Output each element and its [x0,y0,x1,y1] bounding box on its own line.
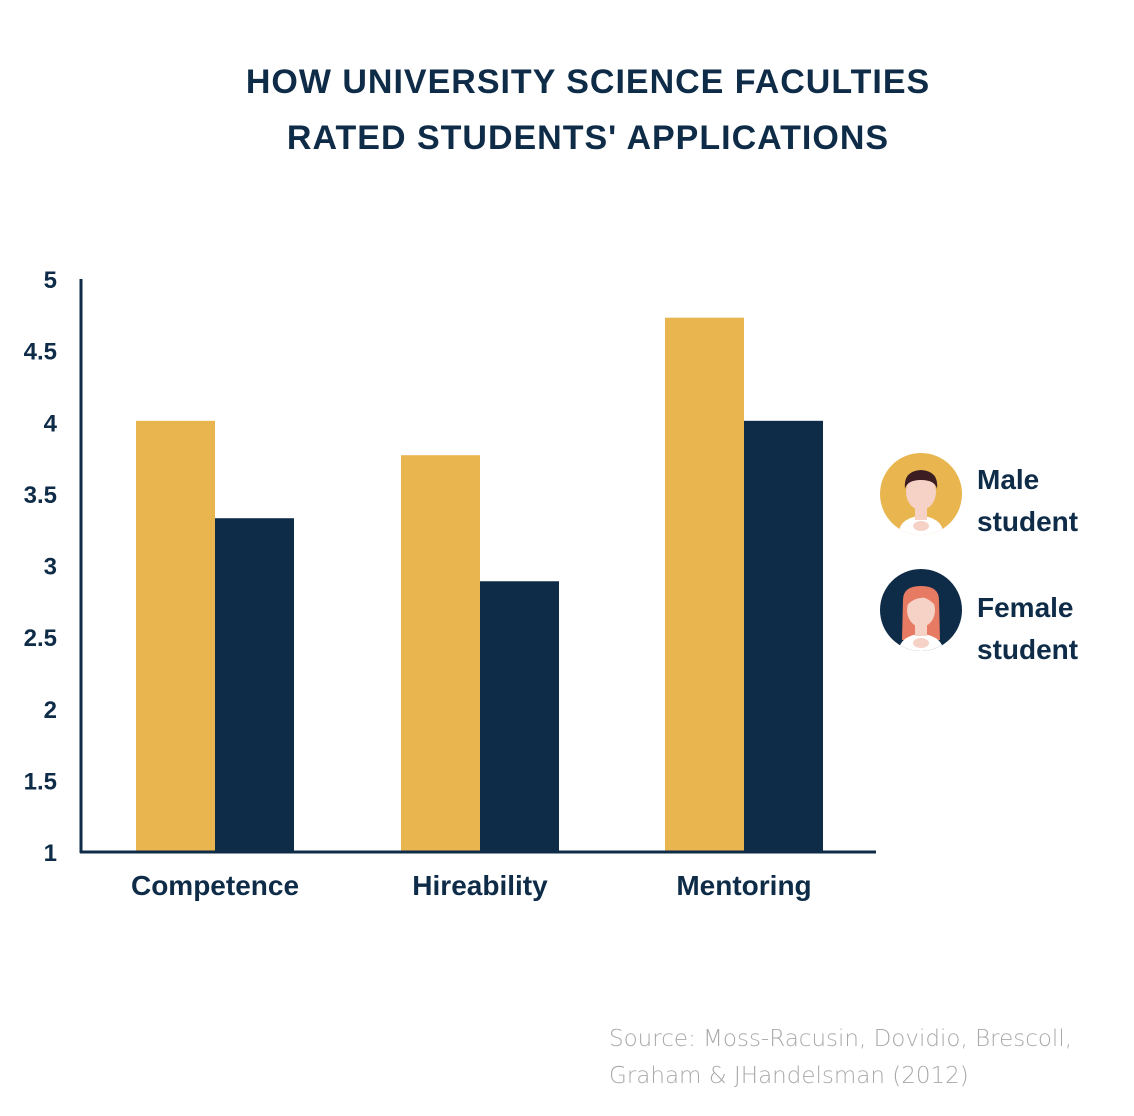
x-category-label-hireability: Hireability [412,870,548,901]
y-tick-label: 3 [44,554,57,581]
bar-female-hireability [480,581,559,852]
legend-female-line-1: Female [977,592,1074,623]
legend-female-label: Female student [977,587,1078,671]
bar-male-competence [136,420,215,852]
legend-male-line-2: student [977,506,1079,537]
female-student-icon [880,569,962,651]
x-category-label-competence: Competence [131,870,299,901]
y-tick-label: 2.5 [24,625,57,652]
bar-female-competence [215,518,294,852]
chart-title-line-1: HOW UNIVERSITY SCIENCE FACULTIES [245,63,931,101]
y-tick-label: 4.5 [24,339,57,366]
y-tick-label: 1 [44,840,57,867]
source-line-1: Source: Moss-Racusin, Dovidio, Brescoll, [609,1026,1073,1052]
source-note: Source: Moss-Racusin, Dovidio, Brescoll,… [609,1021,1072,1095]
y-tick-label: 2 [44,697,57,724]
y-tick-label: 5 [44,267,57,294]
y-tick-label: 1.5 [24,768,57,795]
legend-male-label: Male student [977,459,1078,543]
bar-female-mentoring [744,420,823,852]
bar-male-mentoring [665,317,744,852]
male-student-icon [880,453,962,535]
y-tick-label: 4 [44,410,58,437]
legend-male-line-1: Male [977,464,1040,495]
bar-male-hireability [401,455,480,852]
chart-title-line-2: RATED STUDENTS' APPLICATIONS [286,119,890,157]
source-line-2: Graham & JHandelsman (2012) [609,1063,969,1089]
x-category-label-mentoring: Mentoring [676,870,811,901]
legend-female-line-2: student [977,634,1079,665]
y-tick-label: 3.5 [24,482,57,509]
